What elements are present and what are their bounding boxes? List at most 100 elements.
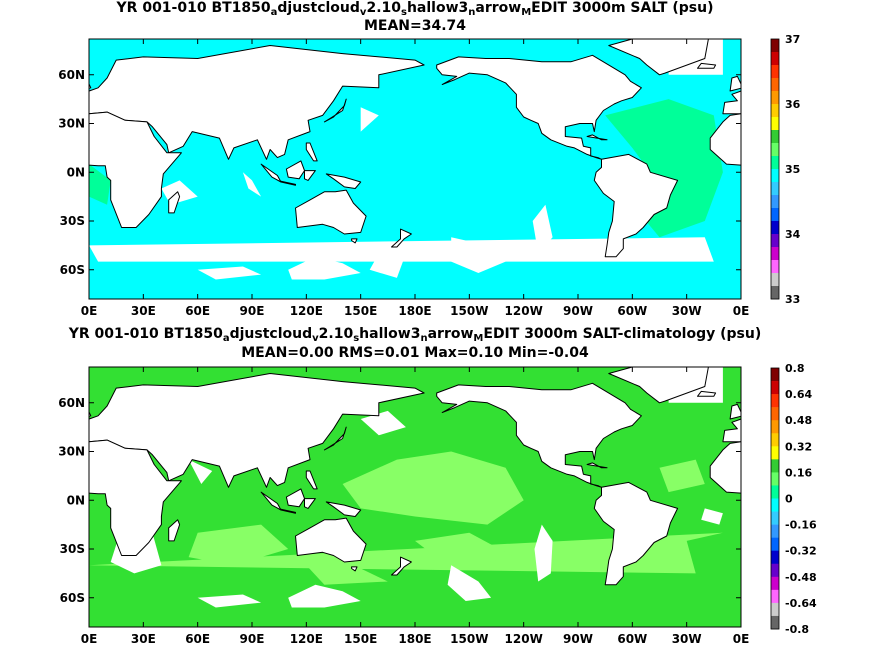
coastline bbox=[821, 520, 832, 541]
colorbar-tick-label: 37 bbox=[785, 33, 800, 46]
coastline bbox=[280, 180, 296, 186]
bottom-panel-subtitle: MEAN=0.00 RMS=0.01 Max=0.10 Min=-0.04 bbox=[241, 345, 589, 361]
colorbar-swatch bbox=[771, 381, 779, 395]
coastline bbox=[168, 519, 181, 542]
coastline bbox=[304, 498, 316, 509]
colorbar-swatch bbox=[771, 472, 779, 486]
x-tick-label: 60E bbox=[185, 632, 210, 646]
colorbar-swatch bbox=[771, 286, 779, 300]
coastline bbox=[391, 556, 412, 576]
colorbar-tick-label: 34 bbox=[785, 228, 801, 241]
coastline bbox=[351, 238, 358, 244]
coastline bbox=[89, 373, 425, 488]
x-tick-label: 120W bbox=[505, 632, 543, 646]
missing-data-region bbox=[242, 172, 262, 197]
colorbar-swatch bbox=[771, 130, 779, 144]
missing-data-region bbox=[360, 107, 379, 132]
coastline bbox=[295, 517, 367, 563]
x-tick-label: 120W bbox=[505, 304, 543, 318]
missing-data-region bbox=[197, 266, 262, 280]
missing-data-region bbox=[197, 594, 262, 608]
colorbar-tick-label: -0.8 bbox=[785, 623, 809, 636]
missing-data-region bbox=[288, 256, 361, 280]
colorbar-tick-label: -0.48 bbox=[785, 571, 817, 584]
colorbar-swatch bbox=[771, 143, 779, 157]
colorbar-swatch bbox=[771, 273, 779, 287]
colorbar-swatch bbox=[771, 368, 779, 382]
colorbar-tick-label: 35 bbox=[785, 163, 800, 176]
coastline bbox=[436, 382, 642, 488]
x-tick-label: 60W bbox=[617, 632, 647, 646]
colorbar-swatch bbox=[771, 156, 779, 170]
coastline bbox=[0, 482, 26, 584]
colorbar-swatch bbox=[771, 221, 779, 235]
colorbar-swatch bbox=[771, 91, 779, 105]
anomaly-region bbox=[415, 532, 515, 569]
colorbar-swatch bbox=[771, 563, 779, 578]
colorbar-swatch bbox=[771, 117, 779, 131]
colorbar-swatch bbox=[771, 446, 779, 460]
coastline bbox=[89, 439, 182, 556]
colorbar-swatch bbox=[771, 407, 779, 421]
y-tick-label: 30S bbox=[60, 542, 85, 556]
colorbar-tick-label: 0.48 bbox=[785, 414, 812, 427]
missing-data-region bbox=[360, 410, 406, 436]
missing-data-region bbox=[534, 524, 553, 582]
coastline bbox=[0, 39, 56, 75]
y-tick-label: 30N bbox=[58, 117, 85, 131]
missing-data-region bbox=[701, 508, 723, 525]
colorbar-swatch bbox=[771, 182, 779, 196]
colorbar-tick-label: 0.32 bbox=[785, 440, 812, 453]
y-tick-label: 0N bbox=[67, 493, 85, 507]
colorbar-swatch bbox=[771, 52, 779, 66]
anomaly-region bbox=[342, 451, 524, 525]
colorbar-swatch bbox=[771, 498, 779, 512]
x-tick-label: 60W bbox=[617, 304, 647, 318]
coastline bbox=[593, 153, 679, 258]
x-tick-label: 180E bbox=[398, 304, 431, 318]
colorbar-swatch bbox=[771, 65, 779, 79]
colorbar-swatch bbox=[771, 104, 779, 118]
colorbar-tick-label: -0.32 bbox=[785, 545, 817, 558]
coastline bbox=[391, 228, 412, 248]
coastline bbox=[709, 113, 741, 166]
map-panel-1: 0E 30E 60E 90E 120E 150E 180E 150W 120W 90W 60W 30W… bbox=[0, 366, 832, 646]
x-tick-label: 150E bbox=[344, 632, 377, 646]
coastline bbox=[89, 111, 182, 228]
coastline bbox=[305, 142, 318, 162]
colorbar-swatch bbox=[771, 78, 779, 92]
colorbar-tick-label: 0.8 bbox=[785, 362, 805, 375]
colorbar-swatch bbox=[771, 524, 779, 538]
colorbar-swatch bbox=[771, 615, 779, 630]
x-tick-label: 90E bbox=[240, 632, 265, 646]
anomaly-region bbox=[89, 532, 723, 574]
colorbar-tick-label: 0.64 bbox=[785, 388, 812, 401]
coastline bbox=[722, 418, 741, 443]
coastline bbox=[285, 160, 305, 180]
coastline bbox=[593, 481, 679, 586]
colorbar-swatch bbox=[771, 537, 779, 551]
bottom-panel-title: YR 001-010 BT1850adjustcloudv2.10shallow… bbox=[0, 326, 830, 347]
top-panel-subtitle: MEAN=34.74 bbox=[363, 18, 467, 34]
map-field-0 bbox=[0, 39, 741, 299]
missing-data-region bbox=[447, 565, 492, 601]
x-tick-label: 0E bbox=[81, 304, 98, 318]
coastline bbox=[305, 470, 318, 490]
anomaly-region bbox=[659, 459, 705, 493]
y-tick-label: 60S bbox=[60, 263, 85, 277]
coastline bbox=[729, 403, 741, 420]
coastline bbox=[608, 39, 709, 76]
x-tick-label: 0E bbox=[733, 632, 750, 646]
colorbar-frame bbox=[770, 38, 780, 300]
colorbar-tick-label: 33 bbox=[785, 293, 800, 306]
x-tick-label: 150W bbox=[450, 632, 488, 646]
x-tick-label: 30E bbox=[131, 304, 156, 318]
colorbar-swatch bbox=[771, 459, 779, 473]
map-field-1 bbox=[0, 367, 832, 627]
coastline bbox=[697, 62, 717, 69]
colorbar-swatch bbox=[771, 39, 779, 53]
x-tick-label: 30E bbox=[131, 632, 156, 646]
colorbar-tick-label: 36 bbox=[785, 98, 801, 111]
colorbar-swatch bbox=[771, 433, 779, 447]
x-tick-label: 150W bbox=[450, 304, 488, 318]
